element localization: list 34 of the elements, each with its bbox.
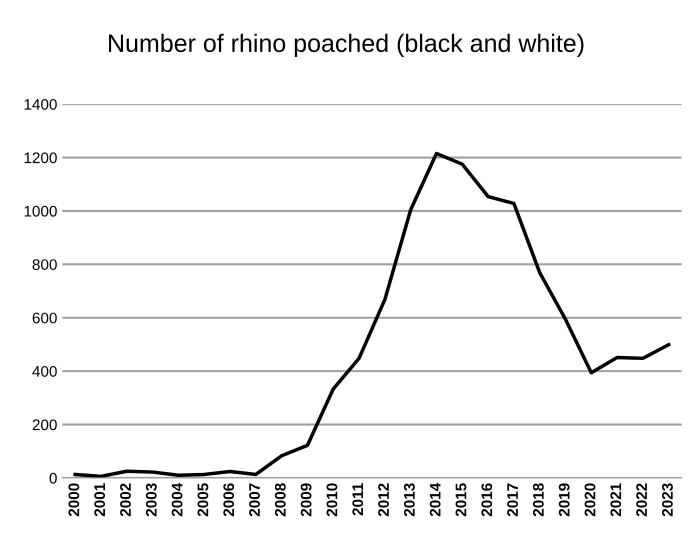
x-tick-label: 2017	[507, 483, 518, 516]
x-tick-label: 2004	[172, 482, 183, 516]
y-tick-label: 1400	[24, 99, 57, 110]
x-tick-label: 2014	[430, 482, 441, 516]
x-tick-label: 2021	[610, 483, 622, 516]
x-tick-label: 2003	[146, 483, 157, 516]
y-tick-label: 1200	[24, 152, 57, 164]
x-tick-label: 2022	[636, 483, 648, 516]
x-tick-label: 2020	[584, 483, 596, 516]
y-tick-label: 800	[32, 259, 57, 270]
x-tick-label: 2006	[223, 483, 234, 516]
x-tick-label: 2001	[94, 483, 106, 516]
x-tick-label: 2000	[68, 483, 80, 516]
x-tick-label: 2011	[352, 483, 364, 516]
y-tick-label: 400	[32, 366, 57, 377]
x-tick-label: 2008	[274, 483, 286, 516]
x-tick-label: 2013	[404, 483, 415, 516]
y-tick-label: 0	[50, 472, 57, 484]
x-tick-label: 2010	[326, 483, 338, 516]
chart-title: Number of rhino poached (black and white)	[109, 34, 584, 58]
x-tick-label: 2019	[558, 483, 570, 516]
y-tick-label: 1000	[24, 206, 57, 217]
x-tick-label: 2002	[120, 483, 131, 516]
x-tick-label: 2012	[378, 483, 389, 516]
x-tick-label: 2018	[532, 483, 544, 516]
y-tick-label: 200	[32, 419, 57, 430]
line-series	[73, 152, 670, 478]
x-tick-label: 2007	[249, 483, 260, 516]
x-tick-label: 2005	[197, 483, 208, 516]
x-tick-label: 2009	[300, 483, 312, 516]
x-tick-label: 2015	[456, 483, 466, 516]
y-tick-label: 600	[32, 312, 57, 324]
x-tick-label: 2023	[662, 483, 673, 516]
x-tick-label: 2016	[481, 483, 492, 516]
